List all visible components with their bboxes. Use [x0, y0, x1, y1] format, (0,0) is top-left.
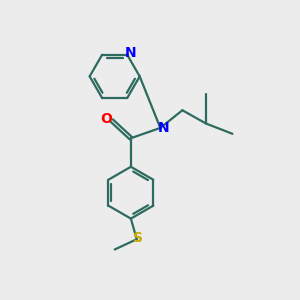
Text: S: S — [133, 231, 142, 245]
Text: O: O — [100, 112, 112, 126]
Text: N: N — [158, 121, 170, 135]
Text: N: N — [125, 46, 136, 60]
